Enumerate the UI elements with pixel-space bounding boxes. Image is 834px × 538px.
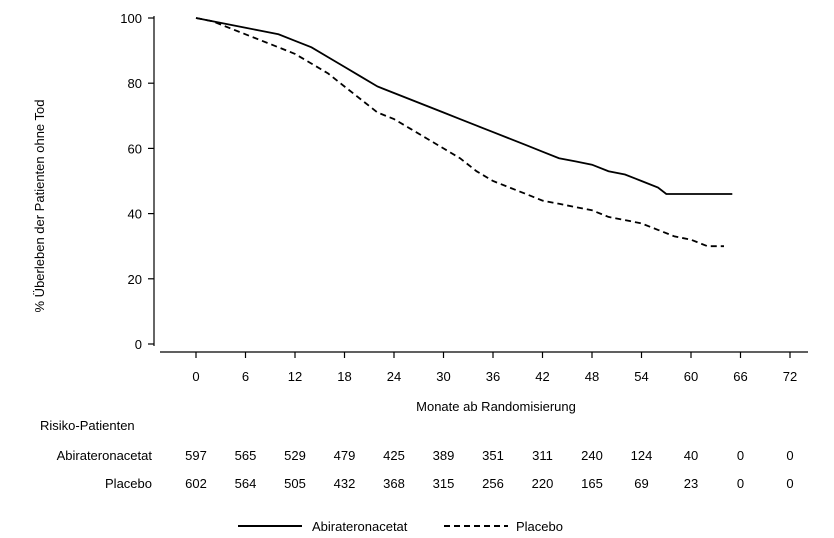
legend-placebo-label: Placebo [516,519,563,534]
x-axis-label: Monate ab Randomisierung [416,399,576,414]
risk-cell: 124 [631,448,653,463]
risk-table: Abirateronacetat 597 565 529 479 425 389 351 311… [57,448,794,491]
risk-cell: 602 [185,476,207,491]
series-layer [195,17,733,248]
x-tick-label: 48 [585,369,599,384]
risk-cell: 351 [482,448,504,463]
risk-cell: 240 [581,448,603,463]
risk-cell: 69 [634,476,648,491]
risk-cell: 597 [185,448,207,463]
x-tick-label: 18 [337,369,351,384]
risk-cell: 368 [383,476,405,491]
risk-cell: 425 [383,448,405,463]
y-tick-label: 80 [128,76,142,91]
risk-cell: 315 [433,476,455,491]
y-axis-label: % Überleben der Patienten ohne Tod [32,100,47,313]
y-tick-label: 60 [128,141,142,156]
x-tick-label: 30 [436,369,450,384]
x-tick-label: 60 [684,369,698,384]
y-tick-label: 0 [135,337,142,352]
legend: Abirateronacetat Placebo [238,519,563,534]
series-line-abirateronacetat [195,17,733,195]
y-tick-label: 100 [120,11,142,26]
risk-cell: 479 [334,448,356,463]
y-axis-ticks: 0 20 40 60 80 100 [120,11,154,352]
risk-cell: 0 [737,448,744,463]
x-tick-label: 12 [288,369,302,384]
risk-cell: 529 [284,448,306,463]
y-tick-label: 20 [128,272,142,287]
risk-cell: 256 [482,476,504,491]
legend-abirateronacetat-label: Abirateronacetat [312,519,408,534]
risk-cell: 389 [433,448,455,463]
risk-cell: 564 [235,476,257,491]
risk-cell: 40 [684,448,698,463]
risk-row-label: Placebo [105,476,152,491]
x-tick-label: 36 [486,369,500,384]
risk-cell: 0 [786,476,793,491]
risk-cell: 0 [737,476,744,491]
risk-cell: 432 [334,476,356,491]
x-tick-label: 42 [535,369,549,384]
risk-cell: 23 [684,476,698,491]
x-axis-ticks: 0 6 12 18 24 30 36 42 48 54 60 66 72 [192,352,797,384]
x-tick-label: 66 [733,369,747,384]
risk-table-title: Risiko-Patienten [40,418,135,433]
risk-cell: 165 [581,476,603,491]
x-tick-label: 0 [192,369,199,384]
risk-row-label: Abirateronacetat [57,448,153,463]
x-tick-label: 72 [783,369,797,384]
x-tick-label: 24 [387,369,401,384]
risk-cell: 565 [235,448,257,463]
x-tick-label: 6 [242,369,249,384]
y-tick-label: 40 [128,207,142,222]
risk-cell: 0 [786,448,793,463]
risk-cell: 311 [532,448,553,463]
series-line-placebo [195,17,724,248]
risk-cell: 220 [532,476,554,491]
x-tick-label: 54 [634,369,648,384]
risk-cell: 505 [284,476,306,491]
